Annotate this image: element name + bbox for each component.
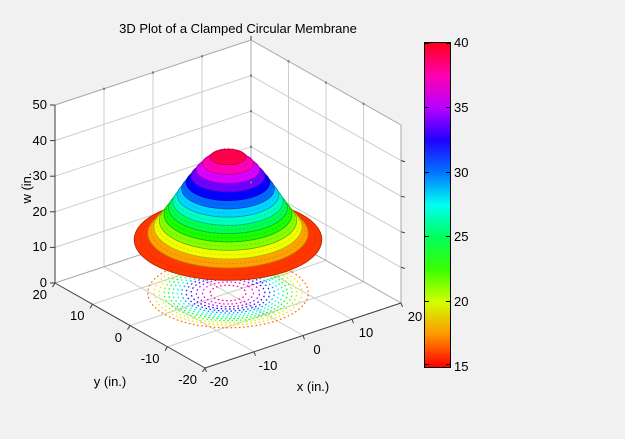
y-axis-label: y (in.)	[93, 374, 127, 389]
colorbar-tick-mark	[446, 43, 450, 44]
x-tick-label: -20	[209, 374, 229, 389]
contour-ring	[158, 262, 298, 324]
colorbar-tick-mark	[425, 106, 429, 108]
colorbar-gradient	[425, 43, 450, 367]
z-tick-label: 0	[39, 275, 47, 290]
z-tick-label: 10	[32, 239, 47, 255]
membrane-surface	[133, 147, 323, 281]
y-tick-label: 20	[32, 287, 47, 302]
y-tick-label: -20	[178, 372, 197, 387]
z-tick-label: 20	[32, 203, 47, 219]
colorbar-tick-mark	[446, 236, 450, 238]
x-tick-label: 10	[358, 325, 374, 341]
z-tick-label: 50	[32, 97, 47, 112]
surface-mesh-ring	[165, 183, 291, 239]
x-axis-label: x (in.)	[296, 379, 330, 394]
y-tick-label: -10	[140, 350, 160, 366]
surface-mesh-ring	[170, 179, 286, 230]
colorbar-tick-label: 20	[454, 294, 469, 310]
contour-ring	[209, 284, 247, 302]
y-tick-label: 0	[114, 329, 122, 345]
surface-mesh-ring	[179, 170, 277, 214]
colorbar-tick-label: 25	[454, 229, 469, 245]
contour-ring	[176, 270, 280, 316]
colorbar-tick-mark	[446, 171, 450, 173]
colorbar-tick-mark	[425, 236, 429, 238]
contour-ring	[185, 274, 271, 312]
colorbar-tick-mark	[425, 301, 429, 303]
colorbar-tick-label: 30	[454, 164, 469, 180]
x-tick-label: 0	[313, 341, 321, 357]
colorbar-tick-mark	[446, 106, 450, 108]
colorbar	[424, 42, 451, 368]
contour-ring	[153, 260, 303, 326]
colorbar-tick-mark	[425, 171, 429, 173]
surface-mesh-ring	[215, 147, 241, 159]
surface-band	[209, 148, 247, 166]
colorbar-tick-label: 40	[454, 35, 469, 50]
colorbar-tick-mark	[425, 364, 429, 365]
contour-ring	[167, 266, 289, 320]
contour-ring	[163, 264, 293, 322]
z-tick-label: 30	[32, 168, 47, 184]
plot-title: 3D Plot of a Clamped Circular Membrane	[119, 21, 357, 36]
z-tick-label: 40	[32, 132, 47, 148]
y-tick-label: 10	[70, 308, 85, 324]
x-tick-label: -10	[258, 357, 278, 373]
axis-tick-marks	[50, 36, 406, 373]
x-tick-label: 20	[407, 309, 423, 324]
colorbar-tick-mark	[446, 364, 450, 365]
contour-ring	[201, 281, 255, 305]
colorbar-tick-mark	[425, 43, 429, 44]
colorbar-tick-label: 15	[454, 359, 469, 374]
colorbar-tick-mark	[446, 301, 450, 303]
colorbar-tick-label: 35	[454, 99, 469, 115]
contour-ring	[172, 268, 284, 318]
surface-mesh-ring	[140, 199, 316, 277]
